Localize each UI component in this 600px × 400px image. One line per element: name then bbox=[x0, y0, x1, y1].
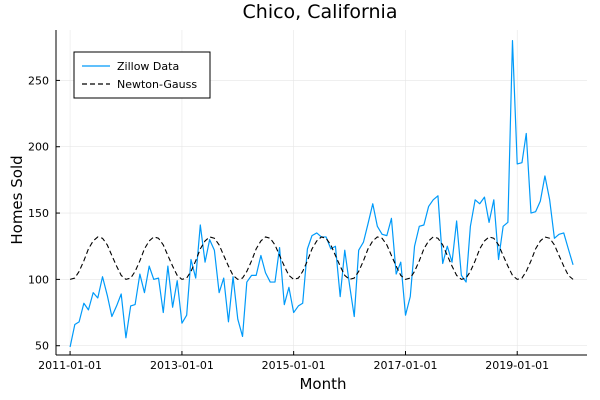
series-line-newton-gauss bbox=[69, 236, 574, 280]
x-tick-label: 2017-01-01 bbox=[374, 359, 438, 372]
chart-title: Chico, California bbox=[243, 1, 398, 23]
axis-layer: 50 100 150 200 250 2011-01-01 2013-01-01 2015-0… bbox=[28, 30, 587, 372]
y-tick-label: 200 bbox=[28, 141, 49, 154]
x-tick-label: 2011-01-01 bbox=[38, 359, 102, 372]
y-tick-label: 250 bbox=[28, 74, 49, 87]
x-axis-title: Month bbox=[299, 375, 346, 393]
y-axis-title: Homes Sold bbox=[8, 155, 26, 244]
y-tick-label: 150 bbox=[28, 207, 49, 220]
x-tick-label: 2013-01-01 bbox=[150, 359, 214, 372]
legend: Zillow Data Newton-Gauss bbox=[73, 51, 211, 99]
legend-box bbox=[73, 51, 211, 99]
legend-label-zillow-data: Zillow Data bbox=[117, 60, 179, 73]
x-tick-label: 2015-01-01 bbox=[262, 359, 326, 372]
y-tick-label: 50 bbox=[35, 340, 49, 353]
legend-label-newton-gauss: Newton-Gauss bbox=[117, 78, 197, 91]
y-tick-label: 100 bbox=[28, 273, 49, 286]
x-tick-label: 2019-01-01 bbox=[485, 359, 549, 372]
series-layer bbox=[69, 40, 574, 348]
